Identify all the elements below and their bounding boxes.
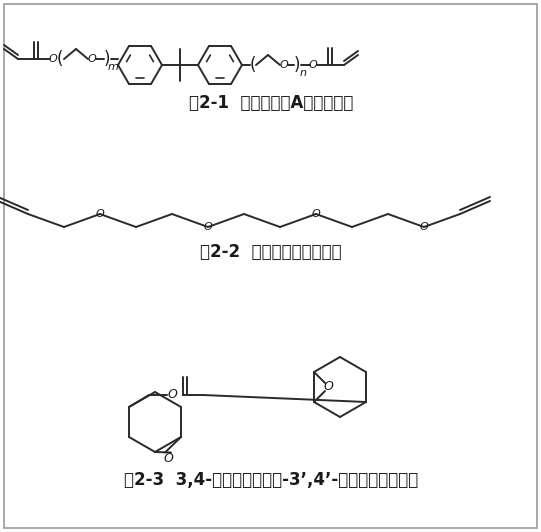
Text: O: O (420, 222, 428, 232)
Text: O: O (312, 209, 320, 219)
Text: 图2-3  3,4-环氧环己基甲基-3’,4’-环氧环己基甲酸酯: 图2-3 3,4-环氧环己基甲基-3’,4’-环氧环己基甲酸酯 (124, 471, 418, 489)
Text: O: O (163, 452, 173, 465)
Text: (: ( (250, 56, 256, 74)
Text: 图2-1  乙氧化双酚A二丙烯酸酯: 图2-1 乙氧化双酚A二丙烯酸酯 (189, 94, 353, 112)
Text: O: O (96, 209, 104, 219)
Text: O: O (280, 60, 288, 70)
Text: (: ( (57, 50, 63, 68)
Text: O: O (167, 388, 177, 402)
Text: 图2-2  三乙二醇二乙烯基醚: 图2-2 三乙二醇二乙烯基醚 (200, 243, 342, 261)
Text: O: O (88, 54, 96, 64)
Text: O: O (203, 222, 213, 232)
Text: O: O (323, 380, 333, 394)
Text: O: O (49, 54, 57, 64)
Text: ): ) (104, 50, 110, 68)
Text: ): ) (294, 56, 300, 74)
Text: n: n (300, 68, 307, 78)
Text: m: m (108, 62, 118, 72)
Text: O: O (308, 60, 318, 70)
